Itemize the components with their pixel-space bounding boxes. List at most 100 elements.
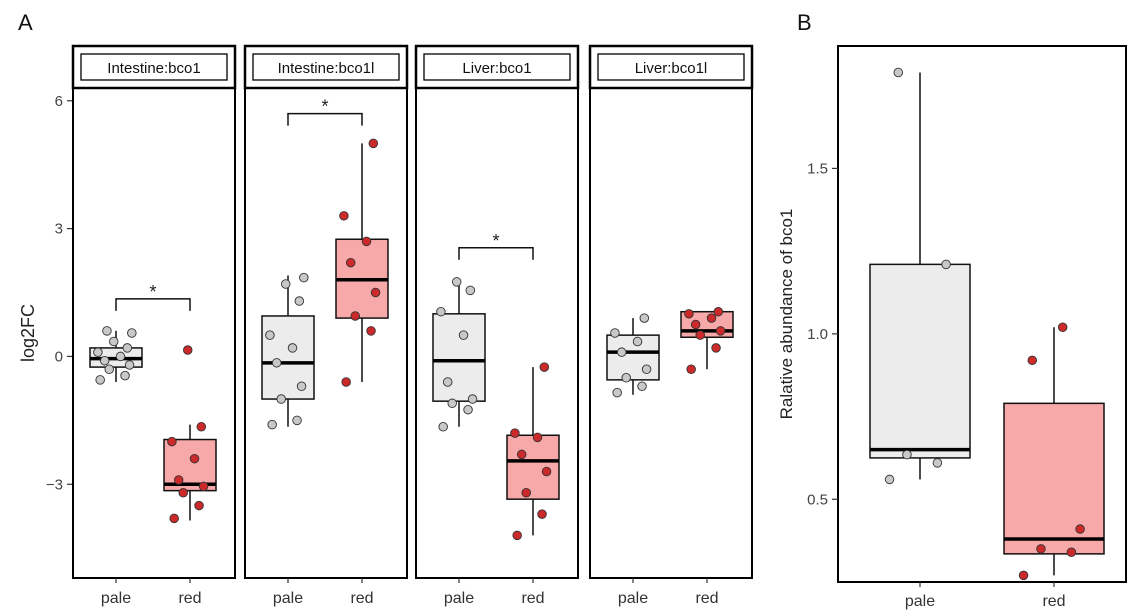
facet-strip-label: Intestine:bco1l <box>278 60 375 77</box>
box-red-point <box>711 343 721 353</box>
panel-b-plot: Ralative abundance of bco1 0.5 1.0 1.5 pale r… <box>777 45 1127 610</box>
box-pale-point <box>267 419 277 430</box>
box-pale-point <box>294 296 305 306</box>
box-red-point <box>532 432 543 443</box>
box-pale-point <box>122 343 133 353</box>
box-pale-point <box>93 347 103 357</box>
box-red-point <box>339 211 349 221</box>
facet-panel <box>244 87 408 579</box>
box-red-point <box>1075 524 1085 534</box>
box-red-point <box>361 236 372 247</box>
box-pale-point <box>104 364 114 374</box>
box-pale-point <box>299 272 309 283</box>
box-red-box <box>1003 402 1105 555</box>
box-red-point <box>510 428 520 438</box>
box-pale-point <box>467 394 478 404</box>
panel-label-b: B <box>797 10 812 35</box>
box-red-point <box>1018 570 1029 581</box>
box-pale-point <box>447 398 457 409</box>
box-red-point <box>194 500 204 511</box>
box-red-point <box>189 453 200 464</box>
panel-label-a: A <box>18 10 33 35</box>
box-red-point <box>516 449 527 460</box>
box-red-point <box>1036 544 1046 554</box>
box-red-point <box>706 313 717 323</box>
box-red-point <box>341 377 351 387</box>
y-tick-label: 1.5 <box>807 160 828 177</box>
box-pale-point <box>902 449 912 460</box>
box-pale-point <box>438 421 448 432</box>
box-pale-point <box>124 360 135 370</box>
significance-label: * <box>492 231 499 251</box>
x-tick-label: pale <box>101 590 131 607</box>
box-red-point <box>541 466 552 477</box>
box-pale-point <box>115 351 126 362</box>
x-tick-label: red <box>178 590 201 607</box>
significance-bracket <box>458 247 534 260</box>
facet-strip-inner <box>80 53 228 81</box>
x-tick-label: pale <box>905 593 935 610</box>
box-pale-point <box>265 330 275 340</box>
y-tick-label: 1.0 <box>807 326 828 343</box>
facet-4: Liver:bco1l pale red <box>588 44 754 607</box>
facet-strip-label: Liver:bco1l <box>635 60 708 77</box>
box-red-point <box>198 481 209 492</box>
facet-panel <box>589 87 753 579</box>
box-red-point <box>695 330 705 340</box>
box-red-point <box>196 421 207 432</box>
box-pale-point <box>941 259 951 270</box>
box-pale-point <box>271 358 282 368</box>
box-red-point <box>178 488 188 498</box>
significance-bracket <box>115 298 191 311</box>
box-red-point <box>715 326 726 336</box>
box-red-point <box>1057 322 1068 332</box>
box-red-point <box>169 513 179 524</box>
box-red-point <box>182 345 193 355</box>
facet-1: Intestine:bco1 pale red * <box>71 44 237 607</box>
facet-strip-inner <box>423 53 571 81</box>
box-red-point <box>1066 547 1077 557</box>
facet-panel <box>72 87 236 579</box>
box-pale-point <box>296 381 307 392</box>
x-tick-label: red <box>350 590 373 607</box>
box-pale-point <box>458 330 469 340</box>
box-pale-point <box>637 381 647 392</box>
box-red-point <box>366 326 376 336</box>
box-red-point <box>350 311 360 321</box>
box-pale-point <box>616 347 627 357</box>
box-red-point <box>690 319 701 330</box>
box-pale-point <box>893 67 904 78</box>
facet-strip-label: Liver:bco1 <box>462 60 531 77</box>
box-pale-point <box>639 313 650 323</box>
box-pale-point <box>465 285 476 296</box>
box-pale-point <box>95 375 105 385</box>
box-pale-point <box>442 377 453 387</box>
box-pale-point <box>884 474 895 485</box>
facet-panel <box>415 87 579 579</box>
box-red-point <box>345 257 356 268</box>
box-pale-point <box>612 387 622 398</box>
facet-strip-inner <box>597 53 745 81</box>
box-pale-point <box>99 355 110 366</box>
y-tick-label: 6 <box>55 93 63 110</box>
box-pale-point <box>641 364 652 374</box>
box-red-point <box>368 138 379 149</box>
x-tick-label: pale <box>444 590 474 607</box>
x-tick-label: pale <box>618 590 648 607</box>
y-tick-label: 3 <box>55 221 63 238</box>
y-axis-label: Ralative abundance of bco1 <box>777 209 796 420</box>
box-pale-point <box>287 343 298 353</box>
box-red-box <box>163 438 217 492</box>
box-red-point <box>173 475 184 485</box>
box-pale-point <box>280 279 291 289</box>
box-pale-point <box>276 394 286 404</box>
significance-bracket <box>287 112 363 126</box>
box-pale-box <box>432 313 486 402</box>
significance-label: * <box>321 97 328 117</box>
box-red-point <box>167 436 177 447</box>
box-pale-point <box>463 404 473 415</box>
box-red-point <box>537 509 547 519</box>
y-tick-label: −3 <box>46 476 63 493</box>
box-pale-point <box>610 328 620 338</box>
